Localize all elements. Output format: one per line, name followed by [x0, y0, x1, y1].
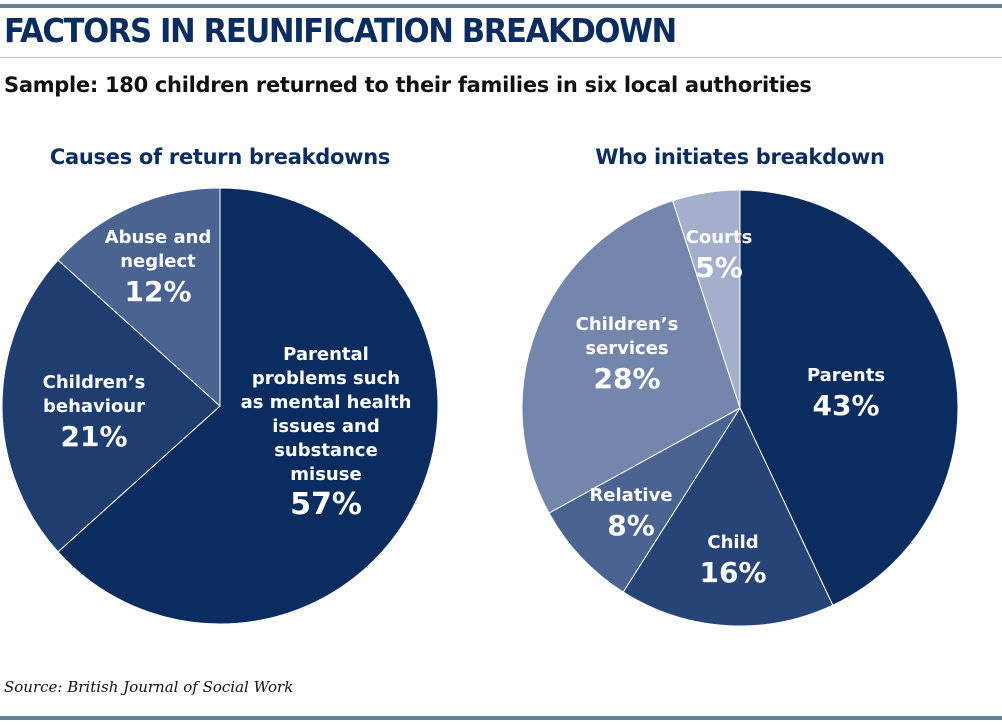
pie-slice-1-1: [622, 406, 834, 627]
slice-label-line-0-0-0: Parental: [283, 344, 369, 365]
slice-label-1-4: Courts 5%: [686, 227, 753, 284]
slice-label-1-3: Children’s services 28%: [576, 314, 679, 395]
slice-pct-1-1: 16%: [699, 556, 766, 589]
chart-title: FACTORS IN REUNIFICATION BREAKDOWN: [4, 11, 677, 50]
slice-label-line-1-2-0: Relative: [589, 485, 672, 506]
slice-label-line-1-0-0: Parents: [807, 365, 885, 386]
chart-subtitle: Sample: 180 children returned to their f…: [4, 73, 812, 97]
slice-pct-0-2: 12%: [124, 275, 191, 308]
pie-slice-0-1: [1, 259, 221, 553]
pie-slice-1-0: [739, 189, 959, 606]
top-rule: [0, 4, 1002, 8]
pie-slice-1-2: [548, 407, 741, 593]
slice-pct-1-4: 5%: [695, 251, 743, 284]
slice-label-line-0-0-5: misuse: [290, 464, 361, 485]
slice-label-line-0-1-0: Children’s: [43, 372, 146, 393]
slice-label-line-0-1-1: behaviour: [43, 396, 145, 417]
title-divider: [0, 57, 1002, 58]
slice-label-line-0-2-0: Abuse and: [105, 227, 212, 248]
slice-label-line-0-0-3: issues and: [272, 416, 379, 437]
slice-label-line-0-0-1: problems such: [252, 368, 400, 389]
slice-label-line-1-1-0: Child: [707, 532, 758, 553]
slice-label-1-2: Relative 8%: [589, 485, 672, 542]
pie-slice-1-3: [521, 200, 741, 514]
bottom-rule: [0, 716, 1002, 720]
slice-label-1-1: Child 16%: [699, 532, 766, 589]
slice-label-line-1-4-0: Courts: [686, 227, 753, 248]
slice-label-line-1-3-0: Children’s: [576, 314, 679, 335]
right-pie-heading: Who initiates breakdown: [595, 145, 885, 169]
slice-pct-0-1: 21%: [60, 420, 127, 453]
slice-pct-1-0: 43%: [812, 389, 879, 422]
pie-slice-0-2: [57, 187, 221, 408]
slice-label-1-0: Parents 43%: [807, 365, 885, 422]
source-note: Source: British Journal of Social Work: [4, 678, 294, 696]
slice-label-line-1-3-1: services: [585, 338, 668, 359]
slice-pct-1-2: 8%: [607, 509, 655, 542]
slice-label-line-0-0-4: substance: [274, 440, 378, 461]
slice-label-0-1: Children’s behaviour 21%: [43, 372, 146, 453]
causes-pie: Parental problems such as mental health iss…: [1, 187, 439, 625]
slice-label-0-0: Parental problems such as mental health iss…: [241, 344, 412, 522]
slice-label-0-2: Abuse and neglect 12%: [105, 227, 212, 308]
initiators-pie: Parents 43% Child 16% Relative 8% Children’s se…: [521, 189, 959, 627]
pie-slice-1-4: [672, 189, 741, 409]
left-pie-heading: Causes of return breakdowns: [49, 145, 391, 169]
slice-pct-1-3: 28%: [593, 362, 660, 395]
slice-pct-0-0: 57%: [290, 487, 362, 522]
slice-label-line-0-2-1: neglect: [120, 251, 196, 272]
slice-label-line-0-0-2: as mental health: [241, 392, 412, 413]
pie-slice-0-0: [57, 187, 439, 625]
